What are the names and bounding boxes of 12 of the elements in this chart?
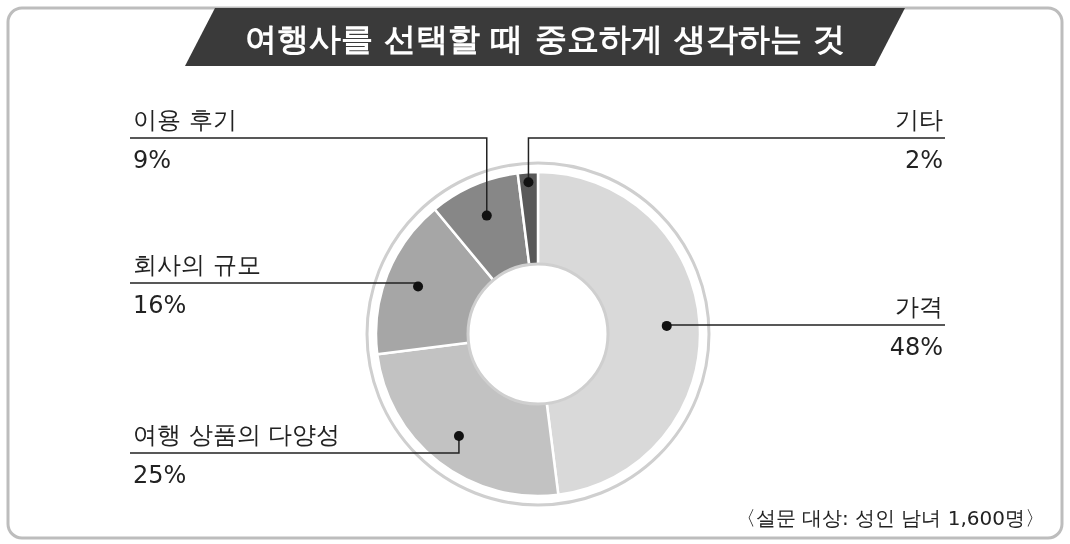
slice-label: 회사의 규모: [133, 251, 261, 279]
data-label: 2%: [904, 146, 943, 174]
slice-label: 여행 상품의 다양성: [133, 421, 341, 449]
data-label: 16%: [133, 291, 187, 319]
slice-label: 이용 후기: [133, 106, 237, 134]
chart-title: 여행사를 선택할 때 중요하게 생각하는 것: [245, 20, 845, 58]
slice-label: 기타: [895, 106, 943, 134]
data-label: 9%: [133, 146, 172, 174]
text: 〈설문 대상: 성인 남녀 1,600명〉: [735, 506, 1045, 530]
data-label: 48%: [889, 333, 943, 361]
data-label: 25%: [133, 461, 187, 489]
slice-label: 가격: [895, 293, 943, 321]
